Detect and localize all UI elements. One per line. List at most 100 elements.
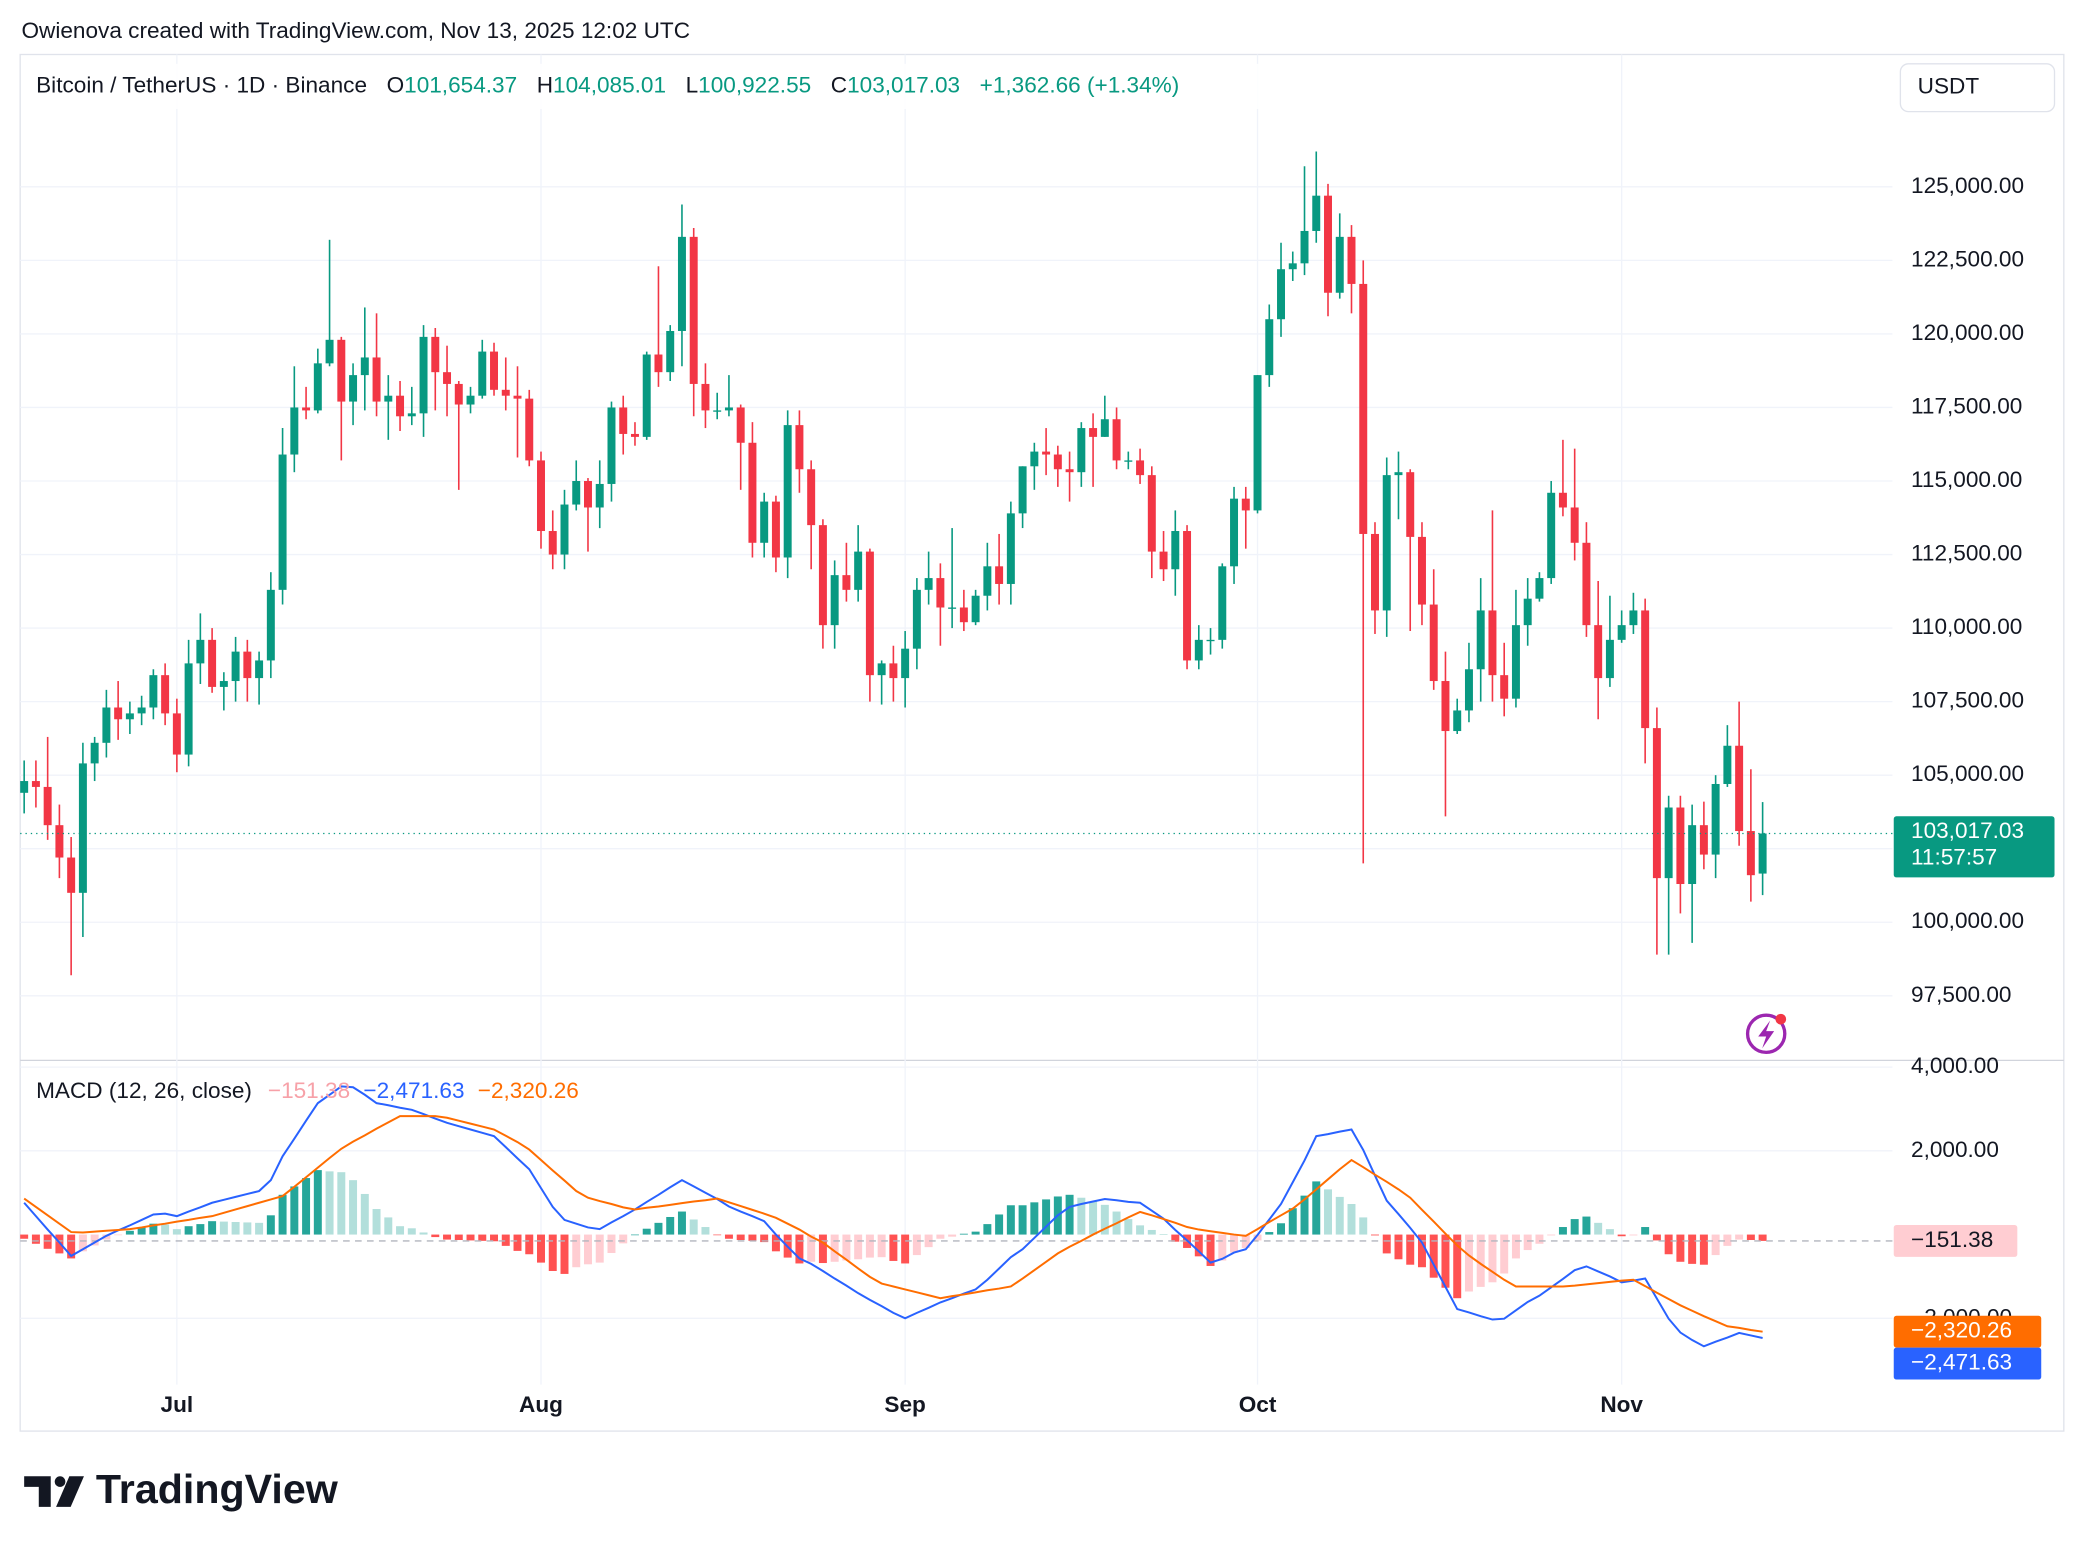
candle-body [1547, 492, 1556, 579]
candle-body [724, 407, 733, 411]
candle-body [1359, 283, 1368, 534]
candle-body [454, 383, 463, 405]
candle-body [290, 407, 299, 455]
candle-body [1441, 681, 1450, 732]
histogram-bar [1147, 1229, 1156, 1235]
histogram-bar [1441, 1234, 1450, 1288]
x-tick-label: Sep [884, 1392, 925, 1417]
histogram-bar [431, 1234, 440, 1238]
candle-body [1159, 551, 1168, 570]
candle-body [384, 395, 393, 402]
candle-body [372, 357, 381, 402]
candle-body [278, 454, 287, 590]
candle-body [677, 236, 686, 331]
histogram-bar [1312, 1181, 1321, 1235]
histogram-bar [1030, 1202, 1039, 1235]
grid [20, 54, 1893, 1385]
histogram-bar [1159, 1234, 1168, 1235]
legend-value: −2,320.26 [478, 1078, 579, 1103]
candle-body [1605, 639, 1614, 679]
histogram-bar [454, 1234, 463, 1241]
histogram-bar [1171, 1234, 1180, 1242]
ohlc-value: 100,922.55 [698, 72, 811, 97]
histogram-bar [724, 1234, 733, 1239]
candle-body [748, 442, 757, 543]
candle-body [1100, 419, 1109, 437]
candle-body [360, 357, 369, 376]
histogram-bar [1417, 1234, 1426, 1268]
candle-body [1394, 472, 1403, 476]
histogram-bar [478, 1234, 487, 1241]
candle-body [1171, 531, 1180, 570]
histogram-bar [689, 1219, 698, 1235]
candle-body [478, 351, 487, 396]
histogram-bar [760, 1234, 769, 1243]
candle-body [1112, 419, 1121, 461]
candle-body [1042, 451, 1051, 455]
candle-body [584, 481, 592, 508]
candle-body [1006, 513, 1015, 584]
candle-body [1641, 610, 1650, 729]
histogram-bar [349, 1180, 358, 1235]
candle-body [149, 675, 158, 708]
histogram-bar [513, 1234, 522, 1251]
legend-value: −2,471.63 [363, 1078, 464, 1103]
histogram-bar [172, 1229, 181, 1235]
candle-body [1206, 639, 1215, 642]
histogram-bar [1746, 1234, 1755, 1241]
indicator-title: MACD (12, 26, close) [36, 1078, 252, 1103]
candle-body [548, 531, 557, 555]
candle-body [1089, 428, 1098, 437]
candle-body [654, 354, 663, 373]
candle-body [1300, 230, 1309, 264]
histogram-bar [548, 1234, 557, 1271]
histogram-bar [912, 1234, 921, 1256]
histogram-bar [231, 1222, 240, 1235]
histogram-bar [1758, 1234, 1767, 1241]
candle-body [313, 363, 322, 411]
candle-body [1594, 625, 1603, 679]
candle-body [219, 681, 228, 687]
candle-body [783, 425, 792, 558]
candle-body [137, 707, 146, 714]
histogram-bar [1641, 1227, 1650, 1235]
candle-body [854, 551, 863, 590]
histogram-bar [584, 1234, 592, 1265]
histogram-bar [1699, 1234, 1708, 1265]
candle-body [619, 407, 628, 434]
histogram-bar [443, 1234, 452, 1240]
currency[interactable]: USDT [1918, 74, 1980, 99]
histogram-bar [1194, 1234, 1203, 1257]
histogram-bar [1371, 1234, 1379, 1236]
candle-body [1500, 675, 1509, 699]
histogram-bar [830, 1234, 839, 1262]
ohlc-value: 101,654.37 [404, 72, 517, 97]
currency-button[interactable] [1899, 63, 2056, 113]
lightning-icon[interactable] [1745, 1013, 1787, 1055]
candle-body [865, 551, 874, 676]
candle-body [1030, 451, 1039, 467]
candle-body [983, 566, 992, 596]
attribution: Owienova created with TradingView.com, N… [22, 18, 691, 43]
histogram-bar [1136, 1225, 1145, 1235]
histogram-bar [208, 1221, 217, 1235]
candle-body [78, 763, 87, 893]
histogram-bar [1218, 1234, 1227, 1261]
histogram-bar [396, 1226, 405, 1235]
histogram-bar [1582, 1216, 1591, 1235]
candle-body [255, 660, 264, 679]
y-tick-label: 122,500.00 [1911, 246, 2024, 271]
candle-body [1324, 195, 1332, 293]
histogram-bar [595, 1234, 604, 1263]
countdown: 11:57:57 [1911, 845, 1997, 870]
histogram-bar [1547, 1234, 1556, 1236]
y-tick-label: 100,000.00 [1911, 908, 2024, 933]
candle-body [1723, 745, 1732, 784]
histogram-bar [302, 1178, 311, 1235]
histogram-bar [736, 1234, 745, 1241]
histogram-bar [1476, 1234, 1485, 1287]
histogram-bar [337, 1172, 346, 1235]
histogram-bar [1676, 1234, 1685, 1262]
candle-body [1523, 598, 1532, 626]
histogram-bar [78, 1234, 87, 1252]
